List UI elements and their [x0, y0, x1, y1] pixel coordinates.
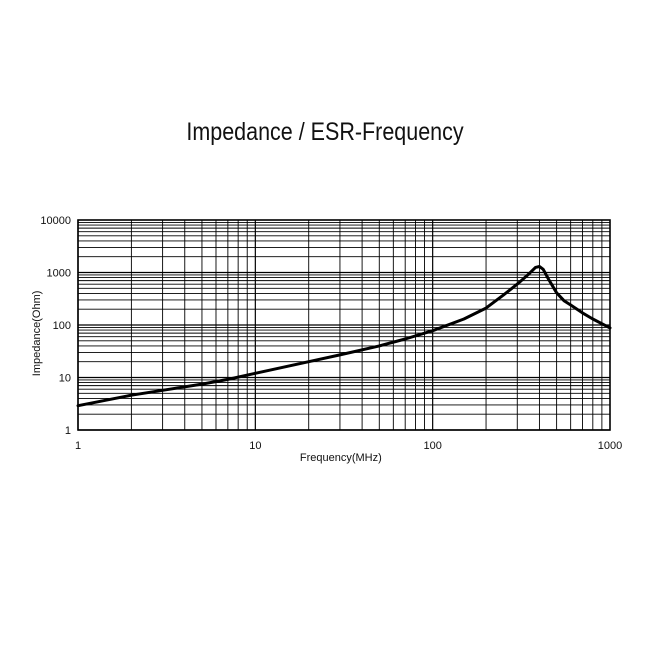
y-tick-label: 100 [53, 320, 71, 332]
y-tick-label: 10000 [40, 215, 71, 227]
grid-lines [77, 220, 610, 431]
plot-frame [77, 219, 611, 431]
y-tick-label: 10 [59, 373, 71, 385]
impedance-curve [76, 265, 612, 408]
x-axis-label: Frequency(MHz) [300, 452, 382, 464]
chart-title: Impedance / ESR-Frequency [186, 118, 464, 146]
x-tick-label: 1000 [598, 440, 622, 452]
y-axis-label: Impedance(Ohm) [31, 291, 43, 377]
tick-labels: 1 10 100 1000 1 10 100 1000 10000 [40, 215, 622, 452]
x-tick-label: 1 [75, 440, 81, 452]
x-tick-label: 100 [423, 440, 441, 452]
y-tick-label: 1 [65, 425, 71, 437]
y-tick-label: 1000 [47, 268, 71, 280]
x-tick-label: 10 [249, 440, 261, 452]
